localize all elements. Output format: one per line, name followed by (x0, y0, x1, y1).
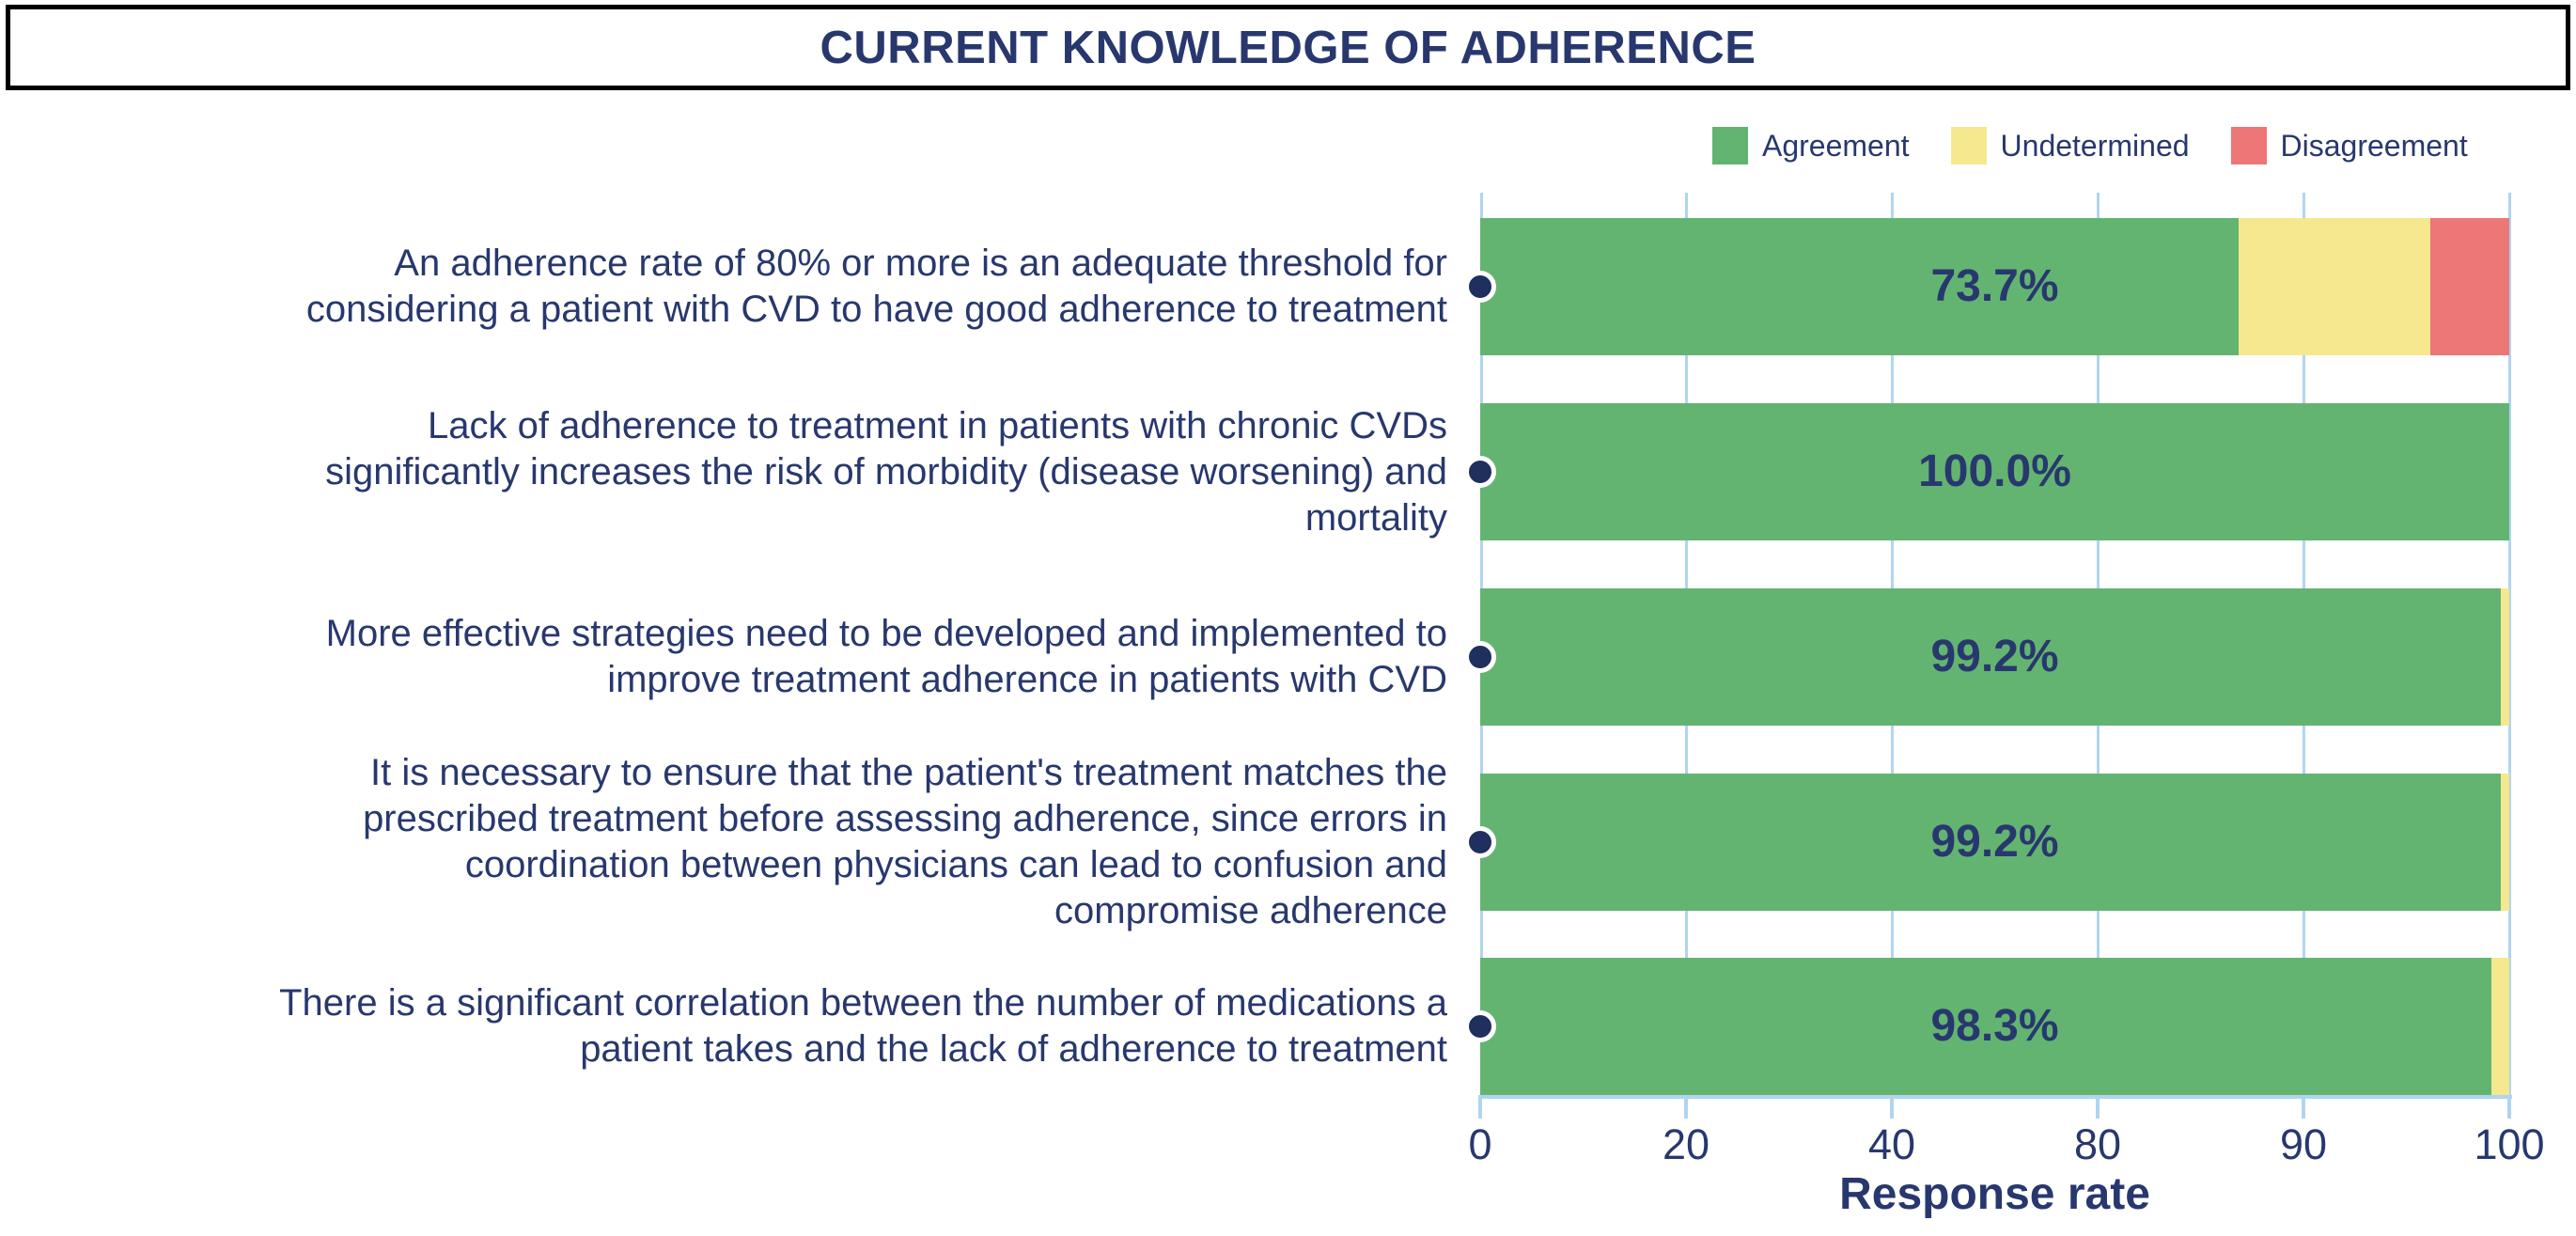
category-label: An adherence rate of 80% or more is an a… (305, 243, 1447, 330)
bar-segment-agreement (1480, 588, 2502, 726)
chart-title: CURRENT KNOWLEDGE OF ADHERENCE (820, 22, 1756, 73)
x-tick-mark (1684, 1099, 1688, 1119)
legend-label: Agreement (1762, 128, 1910, 163)
legend-item-disagreement: Disagreement (2230, 127, 2468, 164)
x-tick-mark (2302, 1099, 2305, 1119)
x-axis-title: Response rate (1839, 1169, 2150, 1219)
category-marker-dot (1464, 271, 1496, 303)
x-tick-label: 80 (2073, 1120, 2122, 1168)
bar-percent-label: 98.3% (1930, 1001, 2059, 1051)
bar-segment-undetermined (2239, 218, 2430, 355)
bar-segment-undetermined (2501, 588, 2509, 726)
bar-segment-agreement (1480, 218, 2239, 355)
x-tick-label: 90 (2279, 1120, 2328, 1168)
bar-row (1480, 218, 2509, 355)
bar-percent-label: 99.2% (1930, 817, 2059, 867)
gridline (2508, 193, 2511, 1095)
bar-segment-disagreement (2429, 218, 2509, 355)
x-tick-label: 100 (2474, 1120, 2545, 1168)
legend-item-agreement: Agreement (1712, 127, 1910, 164)
bar-row (1480, 403, 2509, 540)
bar-percent-label: 73.7% (1930, 261, 2059, 311)
x-tick-label: 20 (1662, 1120, 1710, 1168)
x-tick-mark (2096, 1099, 2100, 1119)
title-box: CURRENT KNOWLEDGE OF ADHERENCE (6, 5, 2570, 90)
x-tick-label: 0 (1468, 1120, 1492, 1168)
bar-segment-agreement (1480, 774, 2502, 911)
bar-segment-undetermined (2501, 774, 2509, 911)
bar-percent-label: 99.2% (1930, 632, 2059, 681)
plot-area: 73.7% 100.0% 99.2% 99.2% 98.3% (1464, 193, 2511, 1095)
x-tick-mark (1478, 1099, 1482, 1119)
category-marker-dot (1464, 456, 1496, 488)
bar-segment-agreement (1480, 958, 2492, 1095)
legend-item-undetermined: Undetermined (1950, 127, 2190, 164)
category-label: It is necessary to ensure that the patie… (363, 752, 1447, 931)
category-label: There is a significant correlation betwe… (279, 982, 1447, 1070)
bar-percent-label: 100.0% (1918, 446, 2071, 496)
bar-segment-agreement (1480, 403, 2509, 540)
category-label: More effective strategies need to be dev… (325, 613, 1447, 700)
legend-swatch-icon (1950, 127, 1987, 164)
bar-segment-undetermined (2491, 958, 2509, 1095)
x-axis-line (1478, 1095, 2512, 1099)
x-tick-label: 40 (1867, 1120, 1916, 1168)
legend-swatch-icon (2230, 127, 2267, 164)
legend: Agreement Undetermined Disagreement (1712, 127, 2468, 164)
legend-label: Undetermined (2000, 128, 2190, 163)
bar-row (1480, 958, 2509, 1095)
category-marker-dot (1464, 641, 1496, 673)
legend-label: Disagreement (2280, 128, 2468, 163)
category-marker-dot (1464, 826, 1496, 858)
category-marker-dot (1464, 1010, 1496, 1042)
x-tick-mark (2507, 1099, 2511, 1119)
legend-swatch-icon (1712, 127, 1748, 164)
category-label: Lack of adherence to treatment in patien… (325, 404, 1447, 539)
x-tick-mark (1890, 1099, 1894, 1119)
bar-row (1480, 588, 2509, 726)
bar-row (1480, 774, 2509, 911)
